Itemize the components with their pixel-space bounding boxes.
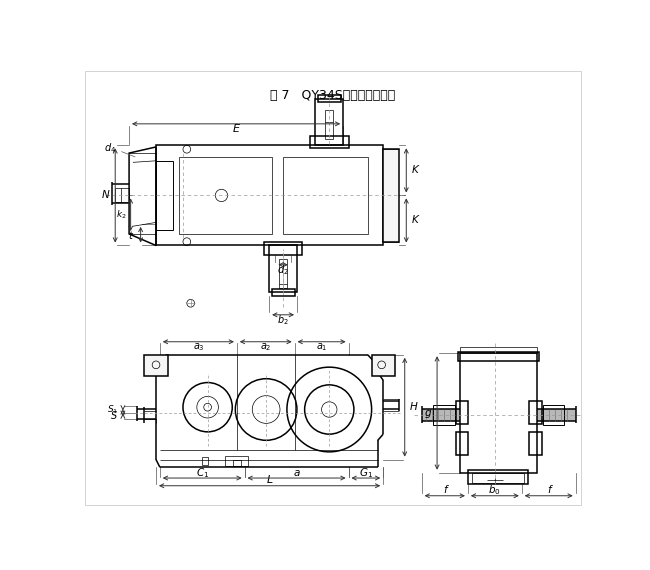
Bar bbox=[537, 409, 576, 421]
Text: K: K bbox=[412, 165, 419, 176]
Text: $d_4$: $d_4$ bbox=[104, 141, 116, 154]
Bar bbox=[460, 353, 537, 473]
Text: 图 7   QY34S减速器外形尺寸: 图 7 QY34S减速器外形尺寸 bbox=[270, 89, 396, 102]
Bar bbox=[530, 401, 542, 424]
Text: S: S bbox=[111, 411, 117, 421]
Bar bbox=[543, 405, 564, 425]
Bar bbox=[456, 432, 468, 455]
Bar bbox=[460, 347, 537, 353]
Bar bbox=[115, 188, 129, 202]
Bar bbox=[458, 352, 540, 361]
Bar bbox=[326, 110, 333, 139]
Text: H: H bbox=[410, 402, 418, 412]
Bar bbox=[310, 136, 348, 148]
Bar bbox=[318, 95, 341, 101]
Text: $d_2$: $d_2$ bbox=[277, 263, 289, 277]
Bar bbox=[156, 161, 173, 230]
Text: a: a bbox=[293, 467, 300, 478]
Bar bbox=[144, 355, 168, 376]
Bar bbox=[468, 470, 528, 484]
Bar bbox=[315, 99, 343, 145]
Text: $S_1$: $S_1$ bbox=[107, 404, 118, 416]
Bar bbox=[384, 149, 398, 242]
Bar bbox=[433, 405, 455, 425]
Text: E: E bbox=[233, 124, 240, 134]
Bar bbox=[264, 242, 302, 255]
Bar bbox=[233, 459, 240, 466]
Text: N: N bbox=[102, 190, 110, 201]
Bar bbox=[156, 145, 384, 246]
Bar bbox=[179, 157, 272, 234]
Bar bbox=[269, 246, 297, 292]
Text: g: g bbox=[424, 408, 431, 418]
Bar bbox=[202, 457, 209, 465]
Text: $k_2$: $k_2$ bbox=[116, 209, 127, 221]
Bar bbox=[272, 290, 294, 296]
Text: $a_1$: $a_1$ bbox=[316, 341, 328, 353]
Text: $a_3$: $a_3$ bbox=[192, 341, 204, 353]
Text: $t$: $t$ bbox=[128, 229, 135, 241]
Bar bbox=[372, 355, 395, 376]
Bar bbox=[530, 432, 542, 455]
Text: $b_0$: $b_0$ bbox=[488, 483, 501, 497]
Text: K: K bbox=[412, 215, 419, 226]
Bar bbox=[422, 409, 460, 421]
Text: f: f bbox=[547, 486, 551, 495]
Text: L: L bbox=[266, 475, 273, 484]
Bar bbox=[472, 473, 524, 483]
Bar bbox=[280, 259, 287, 288]
Text: $b_2$: $b_2$ bbox=[277, 314, 289, 327]
Text: $G_1$: $G_1$ bbox=[359, 466, 373, 479]
Text: $C_1$: $C_1$ bbox=[196, 466, 209, 479]
Text: f: f bbox=[443, 486, 447, 495]
Bar bbox=[226, 457, 248, 466]
Bar bbox=[456, 401, 468, 424]
Bar bbox=[283, 157, 368, 234]
Text: $a_2$: $a_2$ bbox=[260, 341, 272, 353]
